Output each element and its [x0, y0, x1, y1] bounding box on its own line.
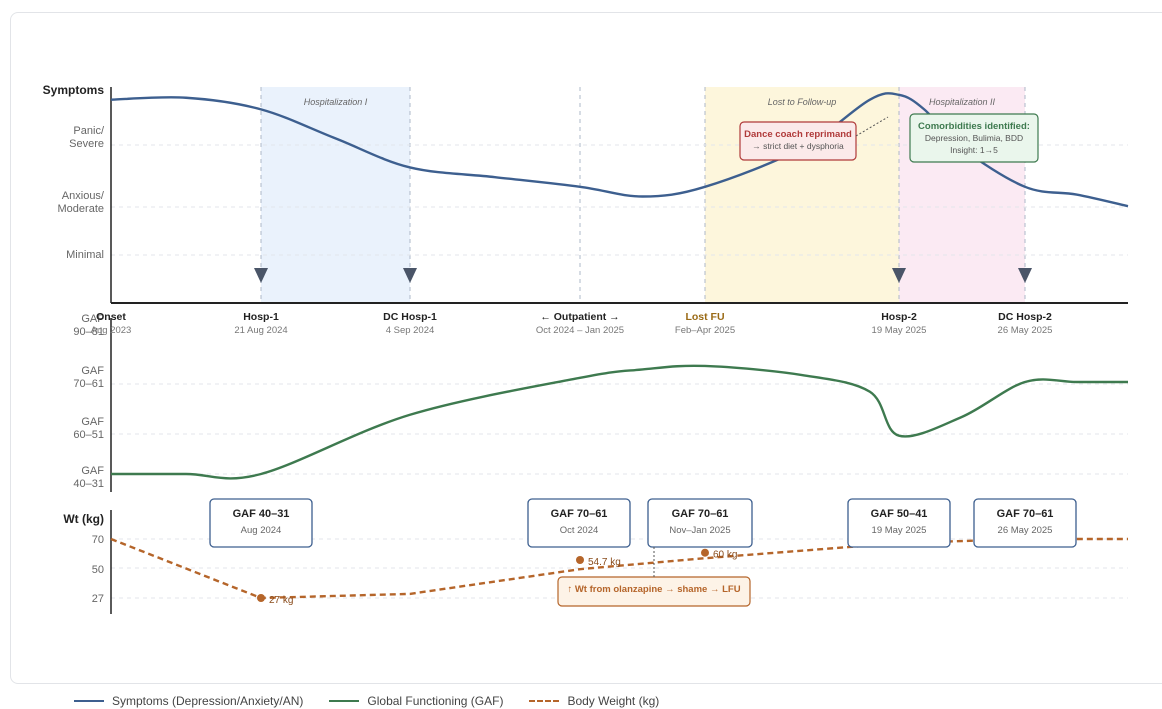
weight-point-label: 60 kg [713, 550, 737, 561]
timeline-date: 4 Sep 2024 [386, 325, 435, 336]
event-marker-icon [892, 268, 906, 283]
weight-point-label: 54.7 kg [588, 557, 621, 568]
timeline-label: Hosp-2 [881, 311, 917, 323]
gaf-box-date: Aug 2024 [241, 525, 282, 536]
timeline-date: 26 May 2025 [998, 325, 1053, 336]
gaf-level-label: 90–81 [73, 326, 104, 338]
series-line-2 [110, 537, 1128, 600]
timeline-date: Aug 2023 [91, 325, 132, 336]
weight-axis-title: Wt (kg) [63, 512, 104, 526]
annotation-text: Comorbidities identified: [918, 121, 1030, 132]
legend-swatch [529, 700, 560, 702]
gaf-box-date: 19 May 2025 [872, 525, 927, 536]
gaf-level-label: GAF [81, 313, 104, 325]
gaf-box [209, 498, 313, 548]
symptom-level-label: Moderate [58, 203, 104, 215]
timeline-label: Hosp-1 [243, 311, 279, 323]
timeline-chart: Hospitalization I Lost to Follow-up Hospit… [43, 83, 1129, 614]
gaf-box-title: GAF 70–61 [672, 508, 729, 520]
symptom-level-label: Severe [69, 138, 104, 150]
symptom-axis-title: Symptoms [43, 83, 105, 97]
gaf-level-label: 40–31 [73, 478, 104, 490]
gaf-level-label: 60–51 [73, 429, 104, 441]
timeline-label: Lost FU [685, 311, 724, 323]
legend-label: Body Weight (kg) [567, 694, 660, 708]
gaf-box [847, 498, 951, 548]
timeline-label: ← Outpatient → [540, 311, 619, 323]
annotation-text: ↑ Wt from olanzapine → shame → LFU [567, 584, 740, 595]
symptom-level-label: Panic/ [73, 125, 105, 137]
legend-label: Global Functioning (GAF) [367, 694, 504, 708]
band-label: Hospitalization I [304, 97, 368, 107]
legend: Symptoms (Depression/Anxiety/AN) Global F… [74, 694, 659, 708]
timeline-date: 19 May 2025 [872, 325, 927, 336]
annotation-box [909, 113, 1039, 163]
legend-item: Symptoms (Depression/Anxiety/AN) [74, 694, 303, 708]
event-marker-icon [403, 268, 417, 283]
weight-point [701, 548, 709, 557]
weight-tick-label: 50 [92, 564, 104, 576]
gaf-box-title: GAF 70–61 [997, 508, 1054, 520]
timeline-label: Onset [96, 311, 126, 323]
annotation-text: Dance coach reprimand [744, 129, 852, 140]
timeline-label: DC Hosp-2 [998, 311, 1052, 323]
gaf-box-date: Nov–Jan 2025 [669, 525, 730, 536]
gaf-box [647, 498, 753, 548]
gaf-box-date: 26 May 2025 [998, 525, 1053, 536]
gaf-level-label: GAF [81, 365, 104, 377]
band-1 [705, 87, 899, 303]
timeline-label: DC Hosp-1 [383, 311, 437, 323]
band-label: Lost to Follow-up [768, 97, 837, 107]
gaf-box-date: Oct 2024 [560, 525, 599, 536]
legend-item: Global Functioning (GAF) [329, 694, 503, 708]
legend-swatch [74, 700, 104, 702]
legend-item: Body Weight (kg) [529, 694, 659, 708]
series-line-1 [111, 364, 1128, 480]
timeline-date: Oct 2024 – Jan 2025 [536, 325, 624, 336]
annotation-box [739, 121, 857, 161]
annotation-text: → strict diet + dysphoria [752, 141, 844, 151]
band-0 [261, 87, 410, 303]
gaf-level-label: GAF [81, 416, 104, 428]
legend-label: Symptoms (Depression/Anxiety/AN) [112, 694, 304, 708]
gaf-box-title: GAF 40–31 [233, 508, 290, 520]
gaf-level-label: GAF [81, 465, 104, 477]
annotation-text: Depression, Bulimia, BDD [925, 133, 1023, 143]
weight-point [257, 594, 265, 602]
gaf-box [527, 498, 631, 548]
gaf-box [973, 498, 1077, 548]
gaf-box-title: GAF 50–41 [871, 508, 928, 520]
band-label: Hospitalization II [929, 97, 996, 107]
timeline-date: Feb–Apr 2025 [675, 325, 735, 336]
gaf-box-title: GAF 70–61 [551, 508, 608, 520]
weight-point [576, 555, 584, 564]
gaf-level-label: 70–61 [73, 378, 104, 390]
symptom-level-label: Minimal [66, 249, 104, 261]
event-marker-icon [254, 268, 268, 283]
weight-tick-label: 27 [92, 593, 104, 605]
annotation-text: Insight: 1→5 [950, 145, 998, 155]
timeline-date: 21 Aug 2024 [234, 325, 287, 336]
legend-swatch [329, 700, 360, 702]
event-marker-icon [1018, 268, 1032, 283]
weight-point-label: 27 kg [269, 595, 293, 606]
weight-tick-label: 70 [92, 534, 104, 546]
symptom-level-label: Anxious/ [62, 190, 105, 202]
